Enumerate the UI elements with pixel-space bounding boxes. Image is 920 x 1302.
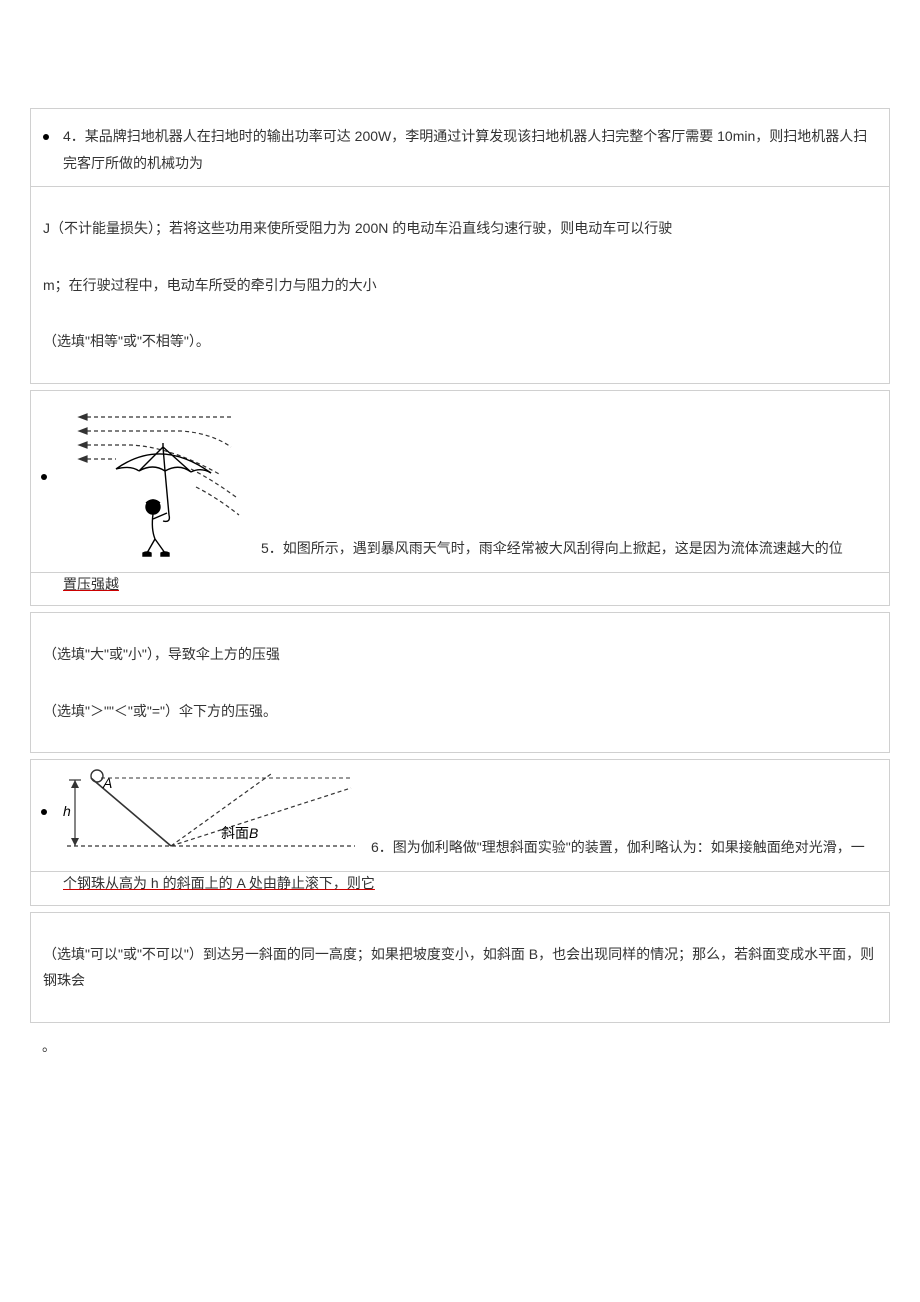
bullet-icon bbox=[41, 809, 47, 815]
question-6-trailing: 个钢珠从高为 h 的斜面上的 A 处由静止滚下，则它 bbox=[30, 866, 890, 906]
question-5-caption: 5．如图所示，遇到暴风雨天气时，雨伞经常被大风刮得向上掀起，这是因为流体流速越大… bbox=[251, 535, 879, 566]
q4-line1: J（不计能量损失）；若将这些功用来使所受阻力为 200N 的电动车沿直线匀速行驶… bbox=[43, 215, 877, 242]
question-5-body: （选填"大"或"小"），导致伞上方的压强 （选填"＞""＜"或"="）伞下方的压… bbox=[30, 612, 890, 753]
question-6-figure-row: A h 斜面B 6．图为伽利略做"理想斜面实验"的装置，伽利略认为：如果接触面绝… bbox=[30, 759, 890, 872]
q5-line1: （选填"大"或"小"），导致伞上方的压强 bbox=[43, 641, 877, 668]
umbrella-figure bbox=[61, 397, 251, 566]
incline-figure: A h 斜面B bbox=[61, 766, 361, 865]
svg-text:A: A bbox=[102, 775, 112, 791]
svg-text:斜面B: 斜面B bbox=[221, 825, 258, 841]
svg-text:h: h bbox=[63, 803, 71, 819]
bullet-icon bbox=[41, 474, 47, 480]
question-6-caption: 6．图为伽利略做"理想斜面实验"的装置，伽利略认为：如果接触面绝对光滑，一 bbox=[361, 834, 879, 865]
q4-line3: （选填"相等"或"不相等"）。 bbox=[43, 328, 877, 355]
question-6-body: （选填"可以"或"不可以"）到达另一斜面的同一高度；如果把坡度变小，如斜面 B，… bbox=[30, 912, 890, 1023]
q6-line1: （选填"可以"或"不可以"）到达另一斜面的同一高度；如果把坡度变小，如斜面 B，… bbox=[43, 941, 877, 994]
q4-line2: m；在行驶过程中，电动车所受的牵引力与阻力的大小 bbox=[43, 272, 877, 299]
q5-line2: （选填"＞""＜"或"="）伞下方的压强。 bbox=[43, 698, 877, 725]
question-4-text: 4．某品牌扫地机器人在扫地时的输出功率可达 200W，李明通过计算发现该扫地机器… bbox=[63, 123, 877, 176]
question-4-body: J（不计能量损失）；若将这些功用来使所受阻力为 200N 的电动车沿直线匀速行驶… bbox=[30, 186, 890, 384]
question-5-trailing: 置压强越 bbox=[30, 567, 890, 607]
question-5-figure-row: 5．如图所示，遇到暴风雨天气时，雨伞经常被大风刮得向上掀起，这是因为流体流速越大… bbox=[30, 390, 890, 573]
question-6-period: 。 bbox=[30, 1027, 890, 1090]
question-4-header: 4．某品牌扫地机器人在扫地时的输出功率可达 200W，李明通过计算发现该扫地机器… bbox=[30, 108, 890, 186]
bullet-icon bbox=[43, 134, 49, 140]
